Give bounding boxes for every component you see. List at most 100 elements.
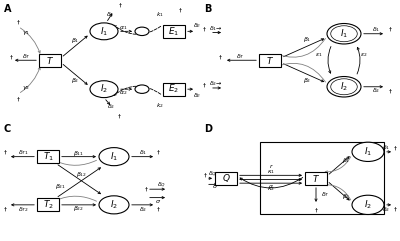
Text: †: † <box>156 150 160 155</box>
Text: †: † <box>16 96 20 101</box>
Text: $I_2$: $I_2$ <box>364 199 372 211</box>
Bar <box>215 172 237 185</box>
Text: $T$: $T$ <box>46 55 54 66</box>
Text: $\delta_{T2}$: $\delta_{T2}$ <box>18 205 28 214</box>
Text: $\kappa_1$: $\kappa_1$ <box>267 168 275 176</box>
Bar <box>259 54 281 67</box>
Text: $\delta_2$: $\delta_2$ <box>107 102 115 111</box>
Text: A: A <box>4 4 12 13</box>
Circle shape <box>135 85 149 93</box>
Circle shape <box>99 147 129 166</box>
Text: †: † <box>202 27 206 32</box>
Circle shape <box>327 23 361 44</box>
Text: $\delta_1$: $\delta_1$ <box>106 10 114 19</box>
Text: $\delta_E$: $\delta_E$ <box>193 21 202 30</box>
Text: $\delta_2$→: $\delta_2$→ <box>209 79 223 88</box>
Text: $\beta_{22}$: $\beta_{22}$ <box>74 204 84 213</box>
Text: $\beta_1$: $\beta_1$ <box>303 35 311 44</box>
Text: D: D <box>204 124 212 134</box>
Bar <box>260 142 384 214</box>
Circle shape <box>135 27 149 35</box>
Text: †: † <box>394 207 396 212</box>
Text: $\delta_Q$: $\delta_Q$ <box>208 169 217 179</box>
Text: †: † <box>118 2 122 7</box>
Text: †: † <box>388 27 392 32</box>
Bar <box>163 82 185 96</box>
Text: $\delta_1$: $\delta_1$ <box>372 25 380 34</box>
Text: $\alpha$: $\alpha$ <box>268 183 274 190</box>
Text: $T$: $T$ <box>266 55 274 66</box>
Text: $E_2$: $E_2$ <box>168 83 180 95</box>
Text: B: B <box>204 4 211 13</box>
Text: $I_1$: $I_1$ <box>340 27 348 40</box>
Text: $\beta_{12}$: $\beta_{12}$ <box>76 170 88 179</box>
Bar <box>163 25 185 38</box>
Text: $\delta_Q$: $\delta_Q$ <box>158 181 166 190</box>
Bar <box>37 198 59 212</box>
Text: $\beta_{21}$: $\beta_{21}$ <box>56 182 66 191</box>
Text: $\delta_1$: $\delta_1$ <box>382 143 390 152</box>
Text: †: † <box>16 19 20 24</box>
Text: $\delta_2$: $\delta_2$ <box>372 87 380 95</box>
Circle shape <box>90 23 118 40</box>
Text: $E_1$: $E_1$ <box>168 25 180 38</box>
Text: $\gamma_2$: $\gamma_2$ <box>22 84 30 92</box>
Text: $I_1$: $I_1$ <box>100 25 108 38</box>
Text: $T_2$: $T_2$ <box>42 199 54 211</box>
Text: †: † <box>144 187 148 192</box>
Text: $T$: $T$ <box>312 173 320 184</box>
Text: †: † <box>4 150 6 155</box>
Circle shape <box>327 76 361 97</box>
Text: C: C <box>4 124 11 134</box>
Text: $I_2$: $I_2$ <box>110 199 118 211</box>
Bar <box>37 150 59 163</box>
Text: $\beta_2$: $\beta_2$ <box>71 76 79 85</box>
Text: $Q$: $Q$ <box>222 172 230 184</box>
Text: $\delta_1$→: $\delta_1$→ <box>209 24 223 33</box>
Text: $I_1$: $I_1$ <box>110 150 118 163</box>
Bar <box>39 54 61 67</box>
Text: $\alpha_1$: $\alpha_1$ <box>119 24 127 32</box>
Text: $\delta_E$: $\delta_E$ <box>193 91 202 100</box>
Text: $\sigma$: $\sigma$ <box>212 183 218 190</box>
Text: †: † <box>156 207 160 212</box>
Circle shape <box>352 195 384 214</box>
Text: $\delta_T$: $\delta_T$ <box>321 190 329 199</box>
Text: $\alpha_2$: $\alpha_2$ <box>119 89 127 97</box>
Text: †: † <box>218 54 222 59</box>
Text: $\gamma_1$: $\gamma_1$ <box>22 28 30 37</box>
Text: †: † <box>202 82 206 87</box>
Text: $I_2$: $I_2$ <box>100 83 108 95</box>
Text: †: † <box>314 207 318 212</box>
Text: $\delta_2$: $\delta_2$ <box>382 205 390 214</box>
Text: $\beta_1$: $\beta_1$ <box>71 36 79 45</box>
Text: $\sigma$: $\sigma$ <box>155 198 161 205</box>
Circle shape <box>99 196 129 214</box>
Text: $\delta_T$: $\delta_T$ <box>22 52 30 61</box>
Text: †: † <box>394 145 396 150</box>
Text: $\delta_{T1}$: $\delta_{T1}$ <box>18 148 28 157</box>
Text: †: † <box>10 54 12 59</box>
Text: $\kappa_2$: $\kappa_2$ <box>267 185 275 193</box>
Bar <box>305 172 327 185</box>
Circle shape <box>352 142 384 161</box>
Text: $\beta_2$: $\beta_2$ <box>303 76 311 85</box>
Text: †: † <box>4 207 6 212</box>
Text: $T_1$: $T_1$ <box>42 150 54 163</box>
Text: †: † <box>118 113 120 118</box>
Text: $\beta_{11}$: $\beta_{11}$ <box>74 148 84 158</box>
Circle shape <box>90 81 118 98</box>
Text: $\beta_2$: $\beta_2$ <box>342 192 350 201</box>
Text: $k_2$: $k_2$ <box>156 102 164 110</box>
Text: †: † <box>178 7 182 12</box>
Text: $\beta_1$: $\beta_1$ <box>342 156 350 165</box>
Text: $k_1$: $k_1$ <box>156 10 164 19</box>
Text: $I_2$: $I_2$ <box>340 80 348 93</box>
Text: $\varepsilon_2$: $\varepsilon_2$ <box>360 51 368 59</box>
Text: $\delta_2$: $\delta_2$ <box>139 205 147 214</box>
Text: $\delta_1$: $\delta_1$ <box>139 148 147 157</box>
Text: $\delta_T$: $\delta_T$ <box>236 52 244 61</box>
Text: †: † <box>388 88 392 94</box>
Text: $I_1$: $I_1$ <box>364 146 372 158</box>
Text: †: † <box>204 173 206 178</box>
